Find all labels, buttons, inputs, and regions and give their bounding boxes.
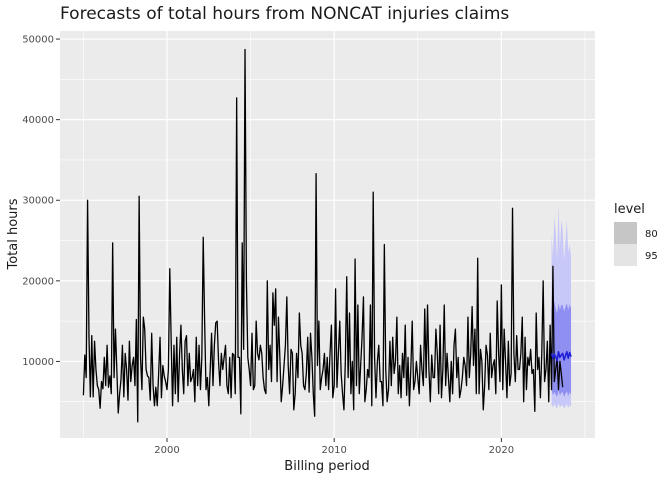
- x-axis-ticks: 2000 2010 2020: [154, 438, 514, 456]
- grid-minor: [60, 31, 595, 438]
- x-tick-label: 2020: [489, 445, 514, 456]
- y-axis-ticks: 10000 20000 30000 40000 50000: [22, 35, 60, 368]
- forecast-mean-series: [550, 350, 572, 362]
- y-tick-label: 40000: [22, 115, 54, 126]
- chart-title: Forecasts of total hours from NONCAT inj…: [60, 4, 509, 24]
- legend-label-95: 95: [645, 251, 658, 262]
- y-tick-label: 50000: [22, 35, 54, 46]
- history-line: [82, 48, 564, 423]
- forecast-mean-line: [550, 350, 572, 362]
- x-tick-label: 2010: [321, 445, 346, 456]
- legend-key-95: [614, 244, 637, 266]
- legend-title: level: [614, 202, 645, 217]
- pi80-band: [551, 300, 572, 397]
- legend: level 80 95: [614, 202, 658, 266]
- y-axis-title: Total hours: [6, 198, 21, 270]
- x-tick-label: 2000: [154, 445, 179, 456]
- history-series: [82, 48, 564, 423]
- x-axis-title: Billing period: [284, 459, 369, 474]
- y-tick-label: 30000: [22, 196, 54, 207]
- prediction-interval-80: [551, 300, 572, 397]
- legend-key-80: [614, 222, 637, 244]
- y-tick-label: 10000: [22, 357, 54, 368]
- legend-label-80: 80: [645, 229, 658, 240]
- y-tick-label: 20000: [22, 276, 54, 287]
